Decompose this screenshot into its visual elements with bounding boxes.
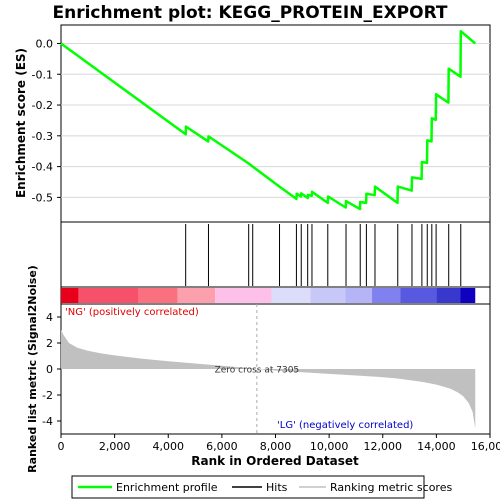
es-panel-frame bbox=[60, 24, 491, 223]
x-tick-label: 2,000 bbox=[99, 440, 131, 453]
hits-panel-frame bbox=[60, 221, 491, 288]
metric-y-axis-label: Ranked list metric (Signal2Noise) bbox=[26, 265, 39, 473]
x-tick-label: 14,000 bbox=[417, 440, 456, 453]
positive-correlation-label: 'NG' (positively correlated) bbox=[65, 307, 199, 318]
heatbar-segment bbox=[271, 288, 311, 303]
chart-title: Enrichment plot: KEGG_PROTEIN_EXPORT bbox=[52, 3, 447, 23]
x-tick-label: 16,000 bbox=[471, 440, 500, 453]
heatbar-segment bbox=[400, 288, 437, 303]
heatbar-segment bbox=[310, 288, 346, 303]
heatbar-segment bbox=[61, 288, 79, 303]
metric-y-tick-label: 0 bbox=[46, 363, 53, 376]
legend-metric-label: Ranking metric scores bbox=[330, 481, 452, 494]
x-tick-label: 8,000 bbox=[260, 440, 292, 453]
x-tick-label: 10,000 bbox=[310, 440, 349, 453]
negative-correlation-label: 'LG' (negatively correlated) bbox=[277, 420, 413, 431]
metric-y-tick-label: -2 bbox=[42, 389, 53, 402]
heatbar-segment bbox=[177, 288, 216, 303]
es-y-tick-label: -0.5 bbox=[32, 191, 53, 204]
x-tick-label: 12,000 bbox=[364, 440, 403, 453]
es-y-tick-label: -0.3 bbox=[32, 130, 53, 143]
x-tick-label: 0 bbox=[58, 440, 65, 453]
heatbar-segment bbox=[78, 288, 139, 303]
metric-y-tick-label: -4 bbox=[42, 415, 53, 428]
x-tick-label: 6,000 bbox=[206, 440, 238, 453]
es-y-tick-label: -0.1 bbox=[32, 68, 53, 81]
es-y-tick-label: -0.4 bbox=[32, 161, 53, 174]
legend-hits-label: Hits bbox=[266, 481, 288, 494]
x-tick-label: 4,000 bbox=[153, 440, 185, 453]
heatbar-segment bbox=[138, 288, 178, 303]
heatbar-segment bbox=[215, 288, 272, 303]
es-y-tick-label: 0.0 bbox=[36, 37, 54, 50]
heatbar-segment bbox=[345, 288, 373, 303]
zero-cross-label: Zero cross at 7305 bbox=[215, 365, 300, 375]
heatbar-segment bbox=[460, 288, 476, 303]
es-y-axis-label: Enrichment score (ES) bbox=[14, 48, 28, 198]
es-y-tick-label: -0.2 bbox=[32, 99, 53, 112]
legend-enrichment-label: Enrichment profile bbox=[116, 481, 218, 494]
x-axis-label: Rank in Ordered Dataset bbox=[191, 454, 359, 468]
metric-y-tick-label: 2 bbox=[46, 337, 53, 350]
metric-y-tick-label: 4 bbox=[46, 311, 53, 324]
enrichment-profile-line bbox=[60, 29, 477, 211]
heatbar-segment bbox=[436, 288, 461, 303]
heatbar-segment bbox=[372, 288, 401, 303]
